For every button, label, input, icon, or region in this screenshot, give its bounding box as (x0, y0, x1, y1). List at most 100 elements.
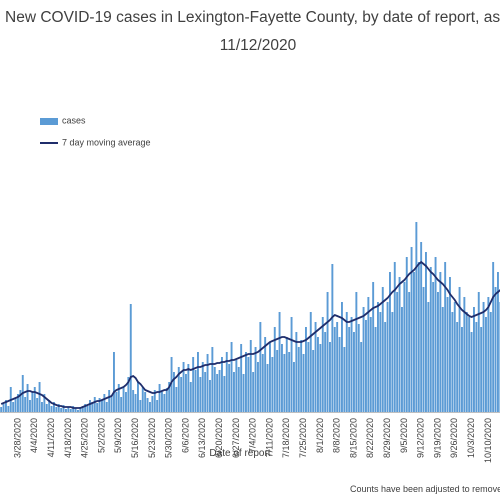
footnote: Counts have been adjusted to remove 6 (350, 484, 500, 494)
x-tick-label: 6/6/2020 (180, 418, 190, 453)
bar (278, 312, 281, 412)
x-tick-label: 4/25/2020 (80, 418, 90, 458)
bar (110, 396, 113, 412)
bar (117, 384, 120, 412)
bar (350, 317, 353, 412)
legend-swatch (40, 118, 58, 125)
bar (36, 398, 39, 412)
bar (89, 400, 91, 412)
bar (489, 312, 492, 412)
bar (48, 400, 51, 412)
bar (492, 262, 495, 412)
bar (17, 394, 19, 412)
x-tick-label: 8/1/2020 (315, 418, 325, 453)
bar (26, 384, 29, 412)
chart-subtitle: 11/12/2020 (220, 37, 297, 54)
bar (31, 392, 34, 412)
bar (96, 403, 99, 412)
bar (60, 408, 63, 412)
bar (242, 374, 245, 412)
bar (175, 387, 178, 412)
bar (273, 327, 276, 412)
bar (113, 352, 115, 412)
x-tick-label: 5/23/2020 (147, 418, 157, 458)
bar (473, 307, 475, 412)
bar (55, 407, 58, 412)
bar (485, 317, 487, 412)
bar (201, 362, 204, 412)
bar (420, 242, 423, 412)
bar (497, 272, 499, 412)
x-tick-label: 10/3/2020 (466, 418, 476, 458)
bar (355, 292, 358, 412)
bar (24, 397, 27, 412)
bar (439, 272, 442, 412)
bar (165, 388, 168, 412)
bar (218, 370, 221, 412)
bar (230, 342, 233, 412)
bar (324, 332, 327, 412)
bar (199, 377, 202, 412)
bar (38, 382, 41, 412)
bar (19, 390, 22, 412)
bar (477, 292, 480, 412)
bar (249, 340, 252, 412)
bar (427, 302, 430, 412)
bar (12, 402, 15, 412)
bar (401, 307, 403, 412)
bar (235, 360, 238, 412)
bar (302, 354, 305, 412)
bar (369, 317, 372, 412)
bar (463, 297, 466, 412)
bar (204, 372, 207, 412)
bar (285, 337, 288, 412)
bar (417, 262, 420, 412)
bar (69, 409, 72, 412)
legend: cases 7 day moving average (40, 115, 151, 147)
bar (345, 312, 348, 412)
bar (134, 394, 137, 412)
bar (127, 377, 130, 412)
bar (72, 406, 75, 412)
bar (434, 257, 437, 412)
bar (470, 332, 473, 412)
bar (300, 340, 303, 412)
bar (389, 272, 391, 412)
bar (333, 327, 336, 412)
x-tick-label: 8/15/2020 (348, 418, 358, 458)
bar (494, 287, 497, 412)
bar (432, 282, 435, 412)
bar (14, 398, 17, 412)
bar (151, 396, 154, 412)
bar (247, 357, 250, 412)
bar (343, 347, 346, 412)
bar (86, 406, 89, 412)
bar (465, 312, 468, 412)
bar (365, 320, 367, 412)
bar (441, 307, 444, 412)
x-axis-label: Date of report (209, 448, 270, 459)
bar (144, 392, 147, 412)
bar (408, 292, 411, 412)
bar (74, 408, 77, 412)
bar (461, 327, 463, 412)
bar (103, 394, 106, 412)
bar (53, 402, 55, 412)
bar (115, 392, 118, 412)
bar (314, 322, 317, 412)
bar (216, 374, 219, 412)
x-tick-label: 9/26/2020 (449, 418, 459, 458)
bar (269, 342, 271, 412)
bar (245, 352, 247, 412)
bar (377, 302, 379, 412)
bar (41, 402, 43, 412)
bar (120, 397, 123, 412)
bar (189, 382, 192, 412)
bar (293, 362, 295, 412)
x-tick-label: 7/25/2020 (298, 418, 308, 458)
bar (139, 400, 142, 412)
x-tick-label: 8/29/2020 (382, 418, 392, 458)
bar (194, 370, 197, 412)
bar (240, 344, 243, 412)
